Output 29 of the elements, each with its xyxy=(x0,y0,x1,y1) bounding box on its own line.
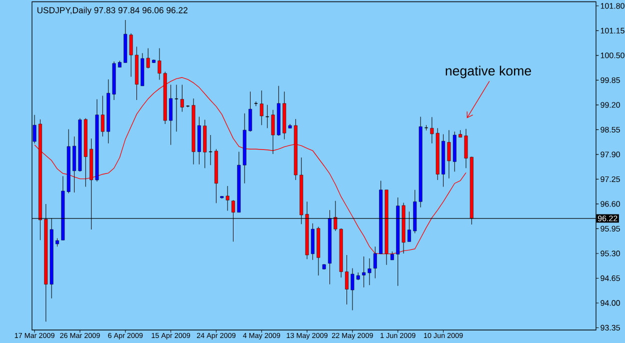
annotation: negative kome xyxy=(446,66,532,78)
y-tick-label: 101.15 xyxy=(600,28,624,34)
y-tick-label: 98.55 xyxy=(600,126,620,133)
candlestick xyxy=(180,84,184,112)
y-tick-label: 99.20 xyxy=(600,102,620,108)
candlestick xyxy=(368,258,372,286)
y-tick-label: 95.95 xyxy=(600,226,620,232)
y-tick-label: 101.80 xyxy=(600,3,624,9)
y-tick-label: 97.90 xyxy=(600,152,620,158)
candlestick xyxy=(248,91,252,132)
candlestick xyxy=(362,256,366,288)
candlestick xyxy=(271,110,275,154)
y-tick-label: 95.30 xyxy=(600,250,620,256)
y-tick-label: 93.35 xyxy=(600,324,620,331)
y-tick-label: 99.85 xyxy=(600,77,620,84)
y-tick-label: 100.50 xyxy=(600,52,624,58)
ref-line-label: 96.22 xyxy=(598,216,618,222)
y-tick-label: 97.25 xyxy=(600,176,620,182)
candlestick xyxy=(373,246,377,278)
candlestick xyxy=(254,101,258,106)
candlestick xyxy=(464,128,468,168)
candlestick xyxy=(260,90,264,126)
candlestick xyxy=(169,84,173,146)
candlestick xyxy=(345,254,349,305)
candlestick xyxy=(100,96,104,137)
y-tick-label: 94.00 xyxy=(600,300,620,306)
y-tick-label: 96.60 xyxy=(600,201,620,207)
text: USDJPY,Daily 97.83 97.84 96.06 96.22 xyxy=(37,6,188,15)
y-tick-label: 94.65 xyxy=(600,275,620,282)
